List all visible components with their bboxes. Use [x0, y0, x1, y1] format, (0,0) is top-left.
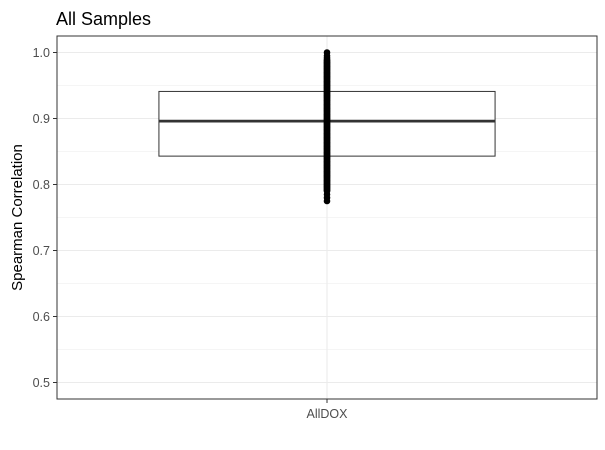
y-tick-label: 0.7 — [33, 244, 50, 258]
y-tick-label: 0.9 — [33, 112, 50, 126]
y-tick-label: 1.0 — [33, 46, 50, 60]
x-tick-label: AllDOX — [307, 407, 349, 421]
y-axis-ticks: 0.5 0.6 0.7 0.8 0.9 1.0 — [33, 46, 57, 390]
y-tick-label: 0.6 — [33, 310, 50, 324]
y-tick-label: 0.5 — [33, 376, 50, 390]
y-tick-label: 0.8 — [33, 178, 50, 192]
outlier-point — [323, 49, 331, 56]
outlier-point — [323, 191, 331, 198]
chart-title: All Samples — [56, 9, 151, 29]
y-axis-title: Spearman Correlation — [9, 144, 26, 291]
box-marks — [158, 49, 496, 205]
x-axis-ticks: AllDOX — [307, 399, 349, 421]
sample-points — [323, 49, 331, 205]
